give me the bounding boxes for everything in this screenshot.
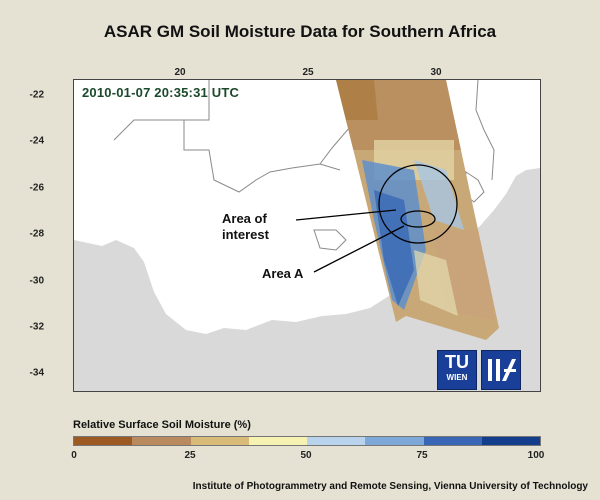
area-of-interest-circle xyxy=(378,164,458,244)
colorbar-segment-3 xyxy=(190,437,249,445)
y-tick-28: -28 xyxy=(29,228,44,240)
y-tick-32: -32 xyxy=(29,321,44,333)
x-tick-30: 30 xyxy=(430,67,442,78)
y-tick-30: -30 xyxy=(29,275,44,287)
colorbar-tick-75: 75 xyxy=(416,450,428,461)
soil-moisture-colorbar xyxy=(73,436,541,446)
area-of-interest-label: Area of interest xyxy=(222,211,269,242)
colorbar-segment-7 xyxy=(423,437,482,445)
colorbar-segment-1 xyxy=(74,437,133,445)
area-a-label: Area A xyxy=(262,266,304,281)
map-panel[interactable]: 2010-01-07 20:35:31 UTC Area of interest… xyxy=(73,79,541,392)
legend-title: Relative Surface Soil Moisture (%) xyxy=(73,419,251,431)
ipf-logo-icon xyxy=(488,359,516,381)
sea-area xyxy=(74,168,540,391)
colorbar-segment-5 xyxy=(307,437,366,445)
y-tick-26: -26 xyxy=(29,182,44,194)
colorbar-segment-8 xyxy=(481,437,540,445)
colorbar-segment-6 xyxy=(365,437,424,445)
x-tick-25: 25 xyxy=(302,67,314,78)
acquisition-timestamp: 2010-01-07 20:35:31 UTC xyxy=(82,85,240,100)
y-tick-24: -24 xyxy=(29,135,44,147)
colorbar-tick-50: 50 xyxy=(300,450,312,461)
x-tick-20: 20 xyxy=(174,67,186,78)
colorbar-tick-100: 100 xyxy=(527,450,545,461)
colorbar-segment-4 xyxy=(248,437,307,445)
area-of-interest-pointer xyxy=(295,209,397,221)
y-tick-22: -22 xyxy=(29,89,44,101)
colorbar-tick-0: 0 xyxy=(71,450,77,461)
tu-wien-logo: TU WIEN xyxy=(437,350,477,390)
map-title: ASAR GM Soil Moisture Data for Southern … xyxy=(103,22,497,41)
area-a-ellipse xyxy=(400,210,436,228)
map-canvas xyxy=(74,80,540,391)
ipf-institute-logo xyxy=(481,350,521,390)
institution-credit: Institute of Photogrammetry and Remote S… xyxy=(192,481,588,492)
area-a-pointer xyxy=(313,225,405,273)
colorbar-segment-2 xyxy=(132,437,191,445)
y-tick-34: -34 xyxy=(29,367,44,379)
colorbar-tick-25: 25 xyxy=(184,450,196,461)
